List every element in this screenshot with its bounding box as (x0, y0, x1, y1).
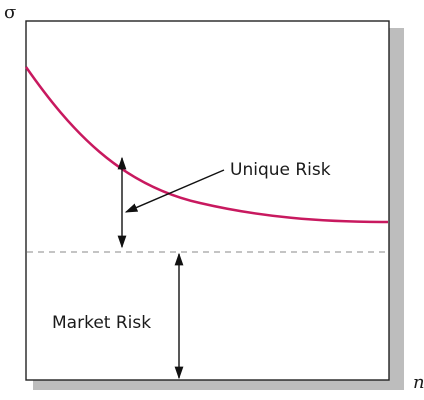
market-risk-label: Market Risk (52, 313, 151, 333)
plot-frame (25, 20, 390, 381)
x-axis-label: n (413, 372, 424, 393)
unique-risk-pointer-arrow (124, 169, 225, 213)
y-axis-label: σ (4, 2, 16, 23)
total-risk-curve (24, 66, 389, 224)
unique-risk-label: Unique Risk (230, 160, 331, 180)
